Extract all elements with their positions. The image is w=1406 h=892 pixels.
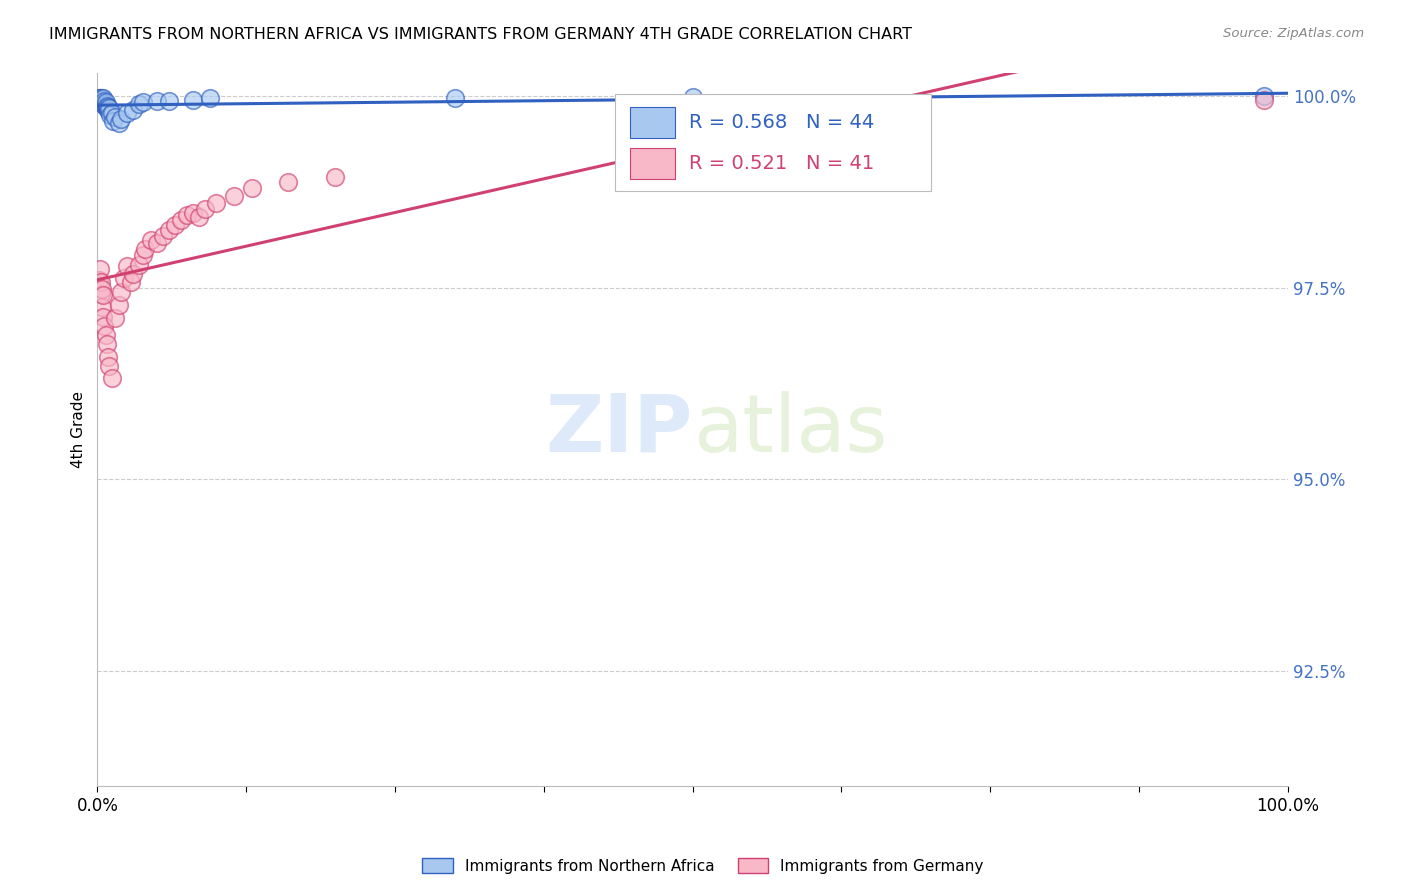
Point	[193, 202, 215, 217]
Point	[96, 101, 118, 115]
Point	[93, 94, 115, 108]
Point	[91, 92, 114, 106]
FancyBboxPatch shape	[630, 148, 675, 179]
Point	[89, 91, 111, 105]
Point	[101, 113, 124, 128]
Point	[97, 103, 120, 117]
Point	[120, 275, 142, 289]
Point	[163, 218, 186, 232]
Point	[91, 96, 114, 111]
Point	[110, 112, 132, 126]
Point	[107, 116, 129, 130]
Point	[97, 101, 120, 115]
Point	[91, 310, 114, 324]
Text: R = 0.521   N = 41: R = 0.521 N = 41	[689, 154, 875, 173]
Text: IMMIGRANTS FROM NORTHERN AFRICA VS IMMIGRANTS FROM GERMANY 4TH GRADE CORRELATION: IMMIGRANTS FROM NORTHERN AFRICA VS IMMIG…	[49, 27, 912, 42]
Point	[104, 311, 127, 326]
Point	[110, 285, 132, 299]
Point	[94, 97, 117, 112]
Point	[277, 175, 299, 189]
Point	[100, 106, 122, 120]
Point	[100, 108, 122, 122]
Point	[91, 95, 114, 109]
Point	[139, 233, 162, 247]
Point	[115, 259, 138, 273]
Point	[96, 99, 118, 113]
Point	[224, 188, 246, 202]
Point	[200, 91, 222, 105]
Point	[89, 261, 111, 276]
Point	[94, 95, 117, 109]
Point	[94, 100, 117, 114]
Point	[91, 92, 114, 106]
Point	[443, 90, 465, 104]
Point	[122, 103, 145, 117]
Point	[134, 243, 156, 257]
Point	[90, 275, 112, 289]
FancyBboxPatch shape	[630, 107, 675, 137]
Point	[131, 95, 153, 109]
Point	[98, 359, 121, 373]
Point	[90, 286, 112, 301]
Point	[325, 169, 347, 184]
Point	[93, 98, 115, 112]
Point	[112, 271, 135, 285]
FancyBboxPatch shape	[616, 95, 931, 191]
Point	[91, 94, 114, 108]
Point	[91, 95, 114, 109]
Point	[90, 93, 112, 107]
Point	[87, 273, 110, 287]
Point	[93, 319, 115, 334]
Point	[152, 228, 174, 243]
Text: atlas: atlas	[693, 391, 887, 468]
Point	[91, 282, 114, 296]
Point	[1253, 93, 1275, 107]
Point	[170, 213, 193, 227]
Point	[128, 96, 150, 111]
Text: ZIP: ZIP	[546, 391, 693, 468]
Point	[87, 90, 110, 104]
Point	[104, 111, 127, 125]
Point	[91, 94, 114, 108]
Point	[91, 90, 114, 104]
Point	[89, 93, 111, 107]
Text: R = 0.568   N = 44: R = 0.568 N = 44	[689, 112, 875, 132]
Point	[1253, 89, 1275, 103]
Point	[98, 101, 121, 115]
Point	[176, 208, 198, 222]
Point	[682, 89, 704, 103]
Y-axis label: 4th Grade: 4th Grade	[72, 391, 86, 468]
Point	[91, 300, 114, 314]
Point	[122, 267, 145, 281]
Point	[91, 288, 114, 302]
Point	[90, 91, 112, 105]
Point	[94, 328, 117, 343]
Point	[187, 210, 209, 224]
Legend: Immigrants from Northern Africa, Immigrants from Germany: Immigrants from Northern Africa, Immigra…	[416, 852, 990, 880]
Point	[146, 236, 169, 251]
Point	[240, 181, 263, 195]
Point	[157, 94, 180, 108]
Point	[107, 297, 129, 311]
Text: Source: ZipAtlas.com: Source: ZipAtlas.com	[1223, 27, 1364, 40]
Point	[90, 95, 112, 109]
Point	[131, 248, 153, 262]
Point	[87, 93, 110, 107]
Point	[181, 93, 204, 107]
Point	[146, 95, 169, 109]
Point	[181, 205, 204, 219]
Point	[205, 196, 228, 211]
Point	[93, 95, 115, 110]
Point	[128, 258, 150, 272]
Point	[100, 371, 122, 385]
Point	[115, 106, 138, 120]
Point	[97, 350, 120, 364]
Point	[634, 96, 657, 111]
Point	[98, 104, 121, 119]
Point	[157, 223, 180, 237]
Point	[96, 337, 118, 351]
